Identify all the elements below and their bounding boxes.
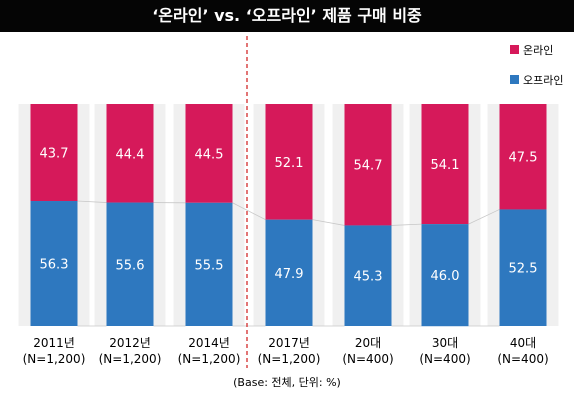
footnote: (Base: 전체, 단위: %) [233,376,341,389]
category-base-label: (N=400) [419,352,470,366]
value-label-online: 52.1 [275,156,304,171]
value-label-online: 47.5 [509,151,538,166]
category-label: 2012년 [109,336,151,350]
value-label-online: 54.7 [354,159,383,174]
value-label-offline: 55.6 [116,258,145,273]
chart-area: 43.7 56.3 44.4 55.6 44.5 55.5 52.1 47.9 54.7 45.3… [0,32,574,403]
value-label-online: 54.1 [431,158,460,173]
category-label: 2014년 [188,336,230,350]
value-label-online: 44.4 [116,147,145,162]
category-base-label: (N=1,200) [178,352,241,366]
value-label-offline: 46.0 [431,269,460,284]
value-label-offline: 45.3 [354,270,383,285]
legend-label-online: 온라인 [523,44,553,57]
category-label: 2017년 [268,336,310,350]
value-label-offline: 47.9 [275,267,304,282]
value-label-online: 43.7 [40,147,69,162]
value-label-online: 44.5 [195,147,224,162]
value-label-offline: 56.3 [40,258,69,273]
value-label-offline: 55.5 [195,258,224,273]
legend-label-offline: 오프라인 [523,74,563,87]
category-base-label: (N=1,200) [23,352,86,366]
category-base-label: (N=400) [342,352,393,366]
category-label: 40대 [510,336,536,350]
category-label: 2011년 [33,336,75,350]
chart-title: ‘온라인’ vs. ‘오프라인’ 제품 구매 비중 [0,0,574,32]
legend-swatch-online [510,45,519,54]
legend-swatch-offline [510,75,519,84]
stacked-bar-chart: 43.7 56.3 44.4 55.6 44.5 55.5 52.1 47.9 54.7 45.3… [0,32,574,403]
category-base-label: (N=400) [497,352,548,366]
category-base-label: (N=1,200) [258,352,321,366]
value-label-offline: 52.5 [509,262,538,277]
category-label: 30대 [432,336,458,350]
category-base-label: (N=1,200) [99,352,162,366]
category-label: 20대 [355,336,381,350]
